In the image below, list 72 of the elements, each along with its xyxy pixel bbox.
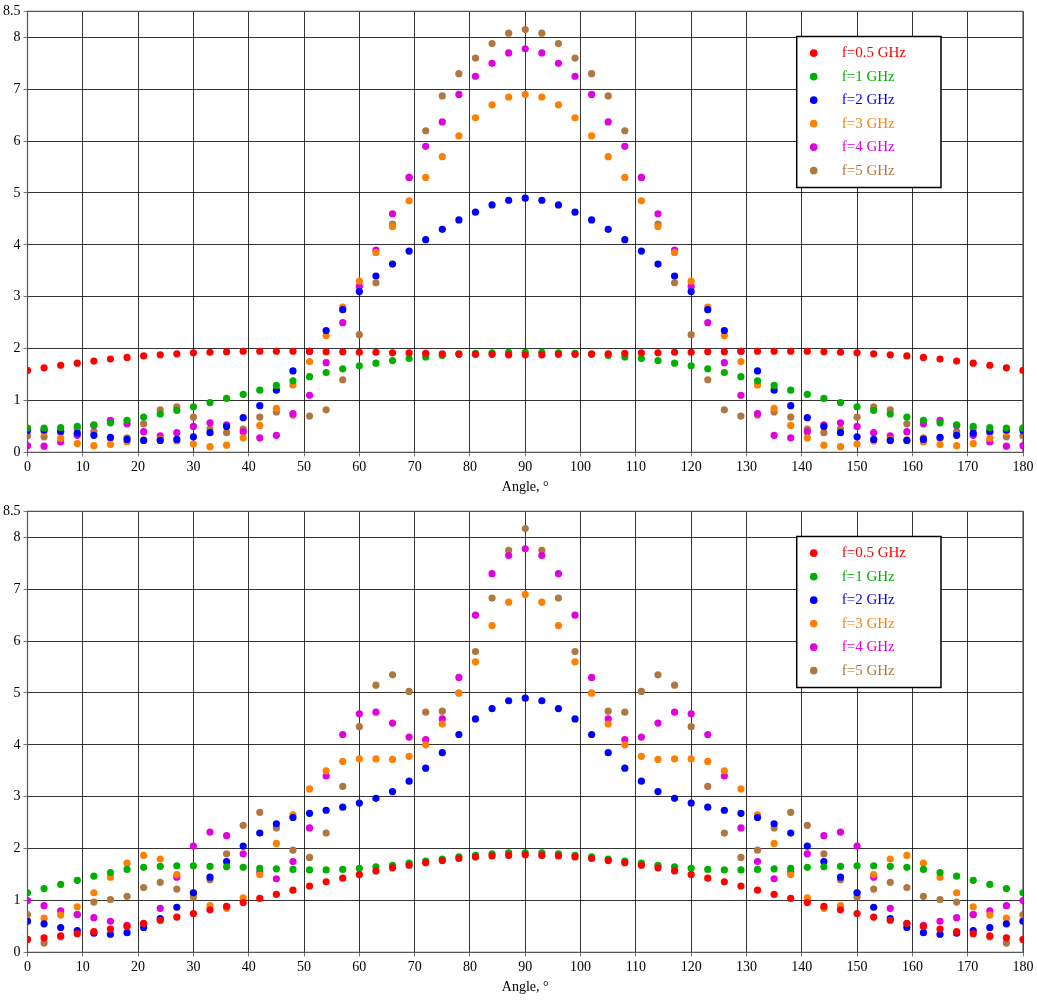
y-tick-label: 6: [13, 632, 21, 648]
legend-label: f=1 GHz: [841, 567, 896, 584]
x-tick-label: 160: [901, 959, 923, 975]
y-tick-label: 8: [13, 529, 21, 545]
x-tick-label: 120: [680, 959, 702, 975]
x-tick-label: 140: [791, 959, 813, 975]
x-tick-label: 90: [518, 959, 533, 975]
x-tick-label: 80: [462, 459, 477, 475]
legend-label: f=0.5 GHz: [841, 44, 907, 61]
x-tick-label: 140: [791, 459, 813, 475]
x-tick-label: 10: [75, 459, 90, 475]
x-tick-label: 130: [735, 959, 757, 975]
y-tick-label: 1: [13, 892, 21, 908]
x-tick-label: 20: [131, 459, 146, 475]
legend-label: f=2 GHz: [841, 591, 896, 608]
x-tick-label: 120: [680, 459, 702, 475]
y-tick-label: 4: [13, 736, 21, 752]
x-tick-label: 30: [186, 959, 201, 975]
y-tick-label: 0: [13, 944, 21, 960]
y-tick-label: 7: [13, 80, 21, 96]
y-tick-label: 2: [13, 840, 21, 856]
legend-label: f=3 GHz: [841, 114, 896, 131]
y-tick-label: 3: [13, 788, 21, 804]
x-tick-label: 100: [570, 959, 592, 975]
x-tick-label: 0: [24, 459, 31, 475]
x-tick-label: 110: [625, 459, 647, 475]
x-tick-label: 90: [518, 459, 533, 475]
y-tick-label: 7: [13, 580, 21, 596]
x-tick-label: 150: [846, 459, 868, 475]
x-tick-label: 30: [186, 459, 201, 475]
y-tick-label: 8.5: [3, 3, 21, 19]
x-tick-label: 80: [462, 959, 477, 975]
legend-label: f=1 GHz: [841, 67, 896, 84]
x-tick-label: 50: [297, 459, 312, 475]
y-tick-label: 5: [13, 184, 21, 200]
y-tick-label: 1: [13, 392, 21, 408]
x-tick-label: 70: [407, 959, 422, 975]
x-tick-label: 0: [24, 959, 31, 975]
x-tick-label: 170: [957, 459, 979, 475]
legend-label: f=4 GHz: [841, 138, 896, 155]
x-tick-label: 60: [352, 959, 367, 975]
x-tick-label: 180: [1012, 459, 1034, 475]
x-tick-label: 180: [1012, 959, 1034, 975]
legend-label: f=2 GHz: [841, 91, 896, 108]
y-tick-label: 5: [13, 684, 21, 700]
x-axis-title: Angle, °: [501, 479, 549, 495]
x-tick-label: 110: [625, 959, 647, 975]
y-tick-label: 6: [13, 132, 21, 148]
x-tick-label: 100: [570, 459, 592, 475]
y-tick-label: 4: [13, 236, 21, 252]
y-tick-label: 8.5: [3, 503, 21, 519]
x-tick-label: 40: [241, 459, 256, 475]
legend-label: f=5 GHz: [841, 161, 896, 178]
x-tick-label: 50: [297, 959, 312, 975]
x-tick-label: 130: [735, 459, 757, 475]
x-tick-label: 40: [241, 959, 256, 975]
y-tick-label: 2: [13, 340, 21, 356]
x-tick-label: 20: [131, 959, 146, 975]
y-tick-label: 0: [13, 444, 21, 460]
y-tick-label: 8: [13, 29, 21, 45]
x-axis-title: Angle, °: [501, 979, 549, 995]
legend-label: f=4 GHz: [841, 638, 896, 655]
y-tick-label: 3: [13, 288, 21, 304]
x-tick-label: 60: [352, 459, 367, 475]
x-tick-label: 170: [957, 959, 979, 975]
x-tick-label: 10: [75, 959, 90, 975]
legend-label: f=3 GHz: [841, 614, 896, 631]
legend-label: f=5 GHz: [841, 661, 896, 678]
x-tick-label: 160: [901, 459, 923, 475]
x-tick-label: 70: [407, 459, 422, 475]
legend-label: f=0.5 GHz: [841, 544, 907, 561]
x-tick-label: 150: [846, 959, 868, 975]
